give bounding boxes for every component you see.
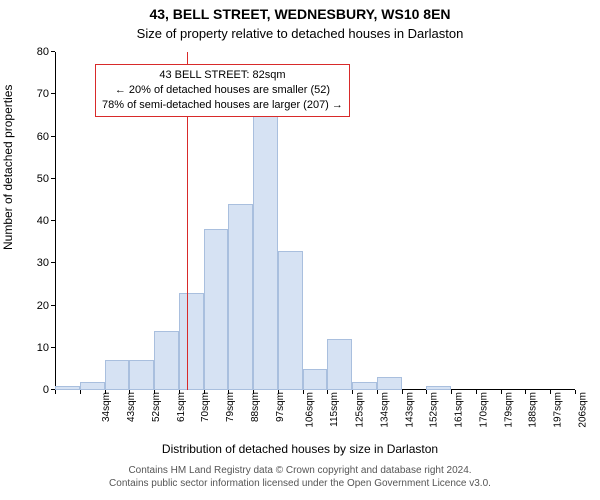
x-tick-label: 61sqm (176, 392, 187, 422)
y-tick-label: 20 (37, 300, 49, 312)
x-tick-mark (377, 390, 378, 394)
x-tick-label: 52sqm (151, 392, 162, 422)
title-sub: Size of property relative to detached ho… (0, 26, 600, 41)
x-tick-mark (426, 390, 427, 394)
y-tick-label: 40 (37, 215, 49, 227)
x-tick-label: 143sqm (404, 392, 415, 428)
y-tick-label: 30 (37, 257, 49, 269)
x-axis-label: Distribution of detached houses by size … (0, 442, 600, 456)
x-tick-label: 34sqm (101, 392, 112, 422)
x-tick-mark (179, 390, 180, 394)
histogram-bar (228, 204, 253, 390)
y-tick-mark (51, 347, 55, 348)
x-tick-mark (550, 390, 551, 394)
x-tick-mark (303, 390, 304, 394)
y-tick-mark (51, 51, 55, 52)
y-tick-label: 0 (43, 384, 49, 396)
y-tick-mark (51, 136, 55, 137)
y-tick-mark (51, 262, 55, 263)
x-tick-mark (327, 390, 328, 394)
y-tick-label: 50 (37, 173, 49, 185)
histogram-bar (154, 331, 179, 390)
histogram-bar (377, 377, 402, 390)
histogram-bar (426, 386, 451, 390)
x-tick-mark (253, 390, 254, 394)
annotation-line1: 43 BELL STREET: 82sqm (102, 68, 343, 83)
annotation-line2: ← 20% of detached houses are smaller (52… (102, 83, 343, 98)
x-tick-label: 97sqm (275, 392, 286, 422)
x-tick-mark (55, 390, 56, 394)
x-tick-label: 170sqm (478, 392, 489, 428)
histogram-bar (129, 360, 154, 390)
x-tick-label: 134sqm (379, 392, 390, 428)
histogram-bar (80, 382, 105, 390)
x-tick-label: 79sqm (225, 392, 236, 422)
x-tick-label: 88sqm (250, 392, 261, 422)
histogram-bar (55, 386, 80, 390)
x-tick-mark (402, 390, 403, 394)
x-tick-label: 206sqm (577, 392, 588, 428)
histogram-bar (253, 107, 278, 390)
chart-container: 43, BELL STREET, WEDNESBURY, WS10 8EN Si… (0, 0, 600, 500)
x-tick-label: 179sqm (503, 392, 514, 428)
x-tick-mark (352, 390, 353, 394)
footer-attribution: Contains HM Land Registry data © Crown c… (0, 464, 600, 490)
histogram-bar (327, 339, 352, 390)
y-tick-mark (51, 93, 55, 94)
histogram-bar (179, 293, 204, 390)
histogram-bar (278, 251, 303, 390)
x-tick-mark (451, 390, 452, 394)
x-tick-label: 152sqm (429, 392, 440, 428)
y-axis-line (55, 52, 56, 390)
annotation-box: 43 BELL STREET: 82sqm← 20% of detached h… (95, 64, 350, 117)
histogram-bar (105, 360, 130, 390)
annotation-line3: 78% of semi-detached houses are larger (… (102, 98, 343, 113)
y-tick-mark (51, 220, 55, 221)
x-tick-mark (204, 390, 205, 394)
plot-area: 0102030405060708034sqm43sqm52sqm61sqm70s… (55, 52, 575, 390)
y-axis-label: Number of detached properties (1, 85, 15, 250)
footer-line2: Contains public sector information licen… (0, 477, 600, 490)
y-tick-mark (51, 305, 55, 306)
x-tick-label: 125sqm (355, 392, 366, 428)
y-tick-mark (51, 178, 55, 179)
x-tick-mark (80, 390, 81, 394)
x-tick-label: 188sqm (528, 392, 539, 428)
x-tick-mark (105, 390, 106, 394)
y-tick-label: 70 (37, 88, 49, 100)
histogram-bar (352, 382, 377, 390)
x-tick-mark (525, 390, 526, 394)
y-tick-label: 10 (37, 342, 49, 354)
footer-line1: Contains HM Land Registry data © Crown c… (0, 464, 600, 477)
x-tick-label: 161sqm (454, 392, 465, 428)
x-tick-mark (154, 390, 155, 394)
x-tick-mark (228, 390, 229, 394)
x-tick-label: 115sqm (329, 392, 340, 427)
y-tick-label: 80 (37, 46, 49, 58)
title-main: 43, BELL STREET, WEDNESBURY, WS10 8EN (0, 6, 600, 22)
y-tick-label: 60 (37, 131, 49, 143)
x-tick-label: 70sqm (200, 392, 211, 422)
x-tick-mark (129, 390, 130, 394)
x-tick-mark (476, 390, 477, 394)
x-tick-mark (501, 390, 502, 394)
histogram-bar (303, 369, 328, 390)
x-tick-label: 43sqm (126, 392, 137, 422)
x-tick-mark (575, 390, 576, 394)
histogram-bar (204, 229, 229, 390)
x-tick-label: 197sqm (553, 392, 564, 428)
x-tick-label: 106sqm (305, 392, 316, 428)
x-tick-mark (278, 390, 279, 394)
